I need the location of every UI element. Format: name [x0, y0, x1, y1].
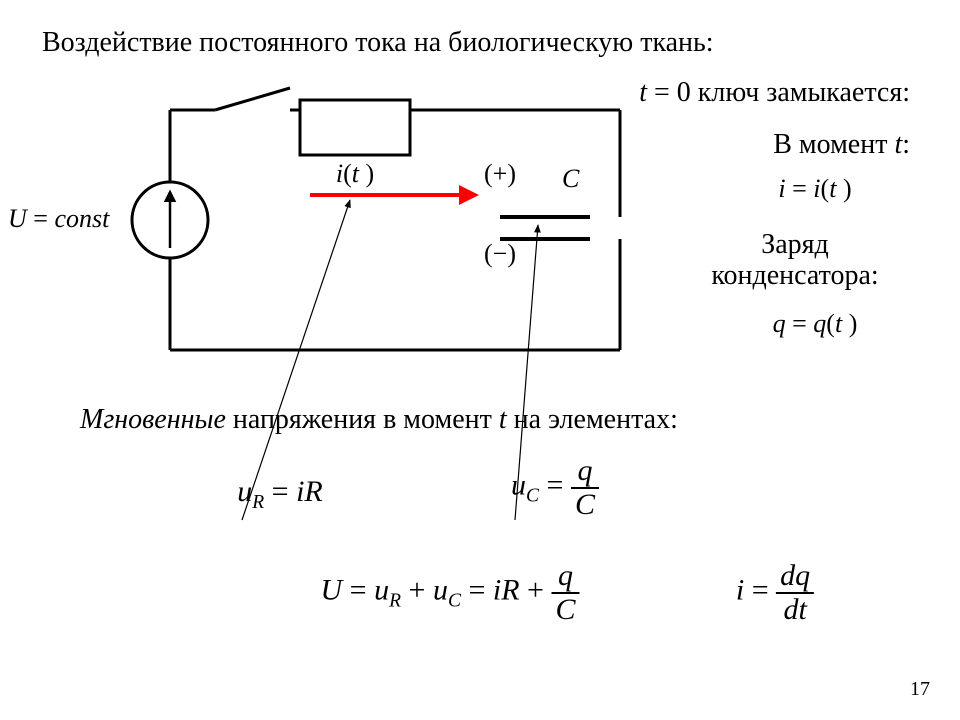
formula-i-dq: i = dqdt: [736, 560, 814, 625]
formula-uC: uC = qC: [511, 455, 599, 520]
diagram-stage: Воздействие постоянного тока на биологич…: [0, 0, 960, 720]
formula-U-sum: U = uR + uC = iR + qC: [321, 560, 580, 625]
page-number: 17: [910, 678, 930, 700]
instant-heading: Мгновенные напряжения в момент t на элем…: [80, 405, 678, 436]
formula-uR: uR = iR: [237, 475, 323, 513]
